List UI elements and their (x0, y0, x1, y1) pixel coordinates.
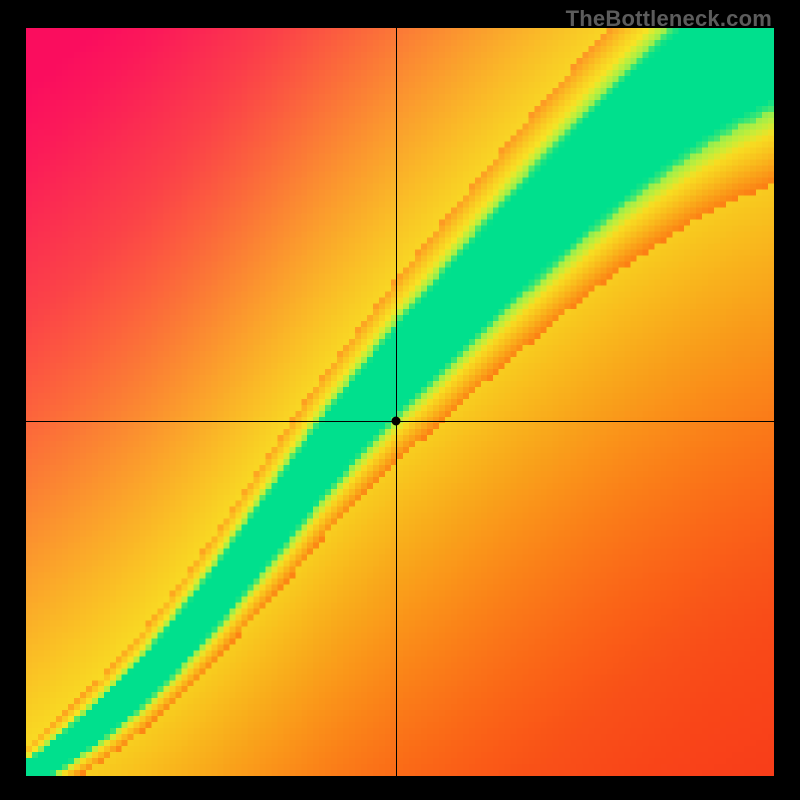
heatmap-canvas (26, 28, 774, 776)
crosshair-horizontal (26, 421, 774, 422)
watermark-text: TheBottleneck.com (566, 6, 772, 32)
plot-area (26, 28, 774, 776)
crosshair-vertical (396, 28, 397, 776)
crosshair-marker (391, 417, 400, 426)
